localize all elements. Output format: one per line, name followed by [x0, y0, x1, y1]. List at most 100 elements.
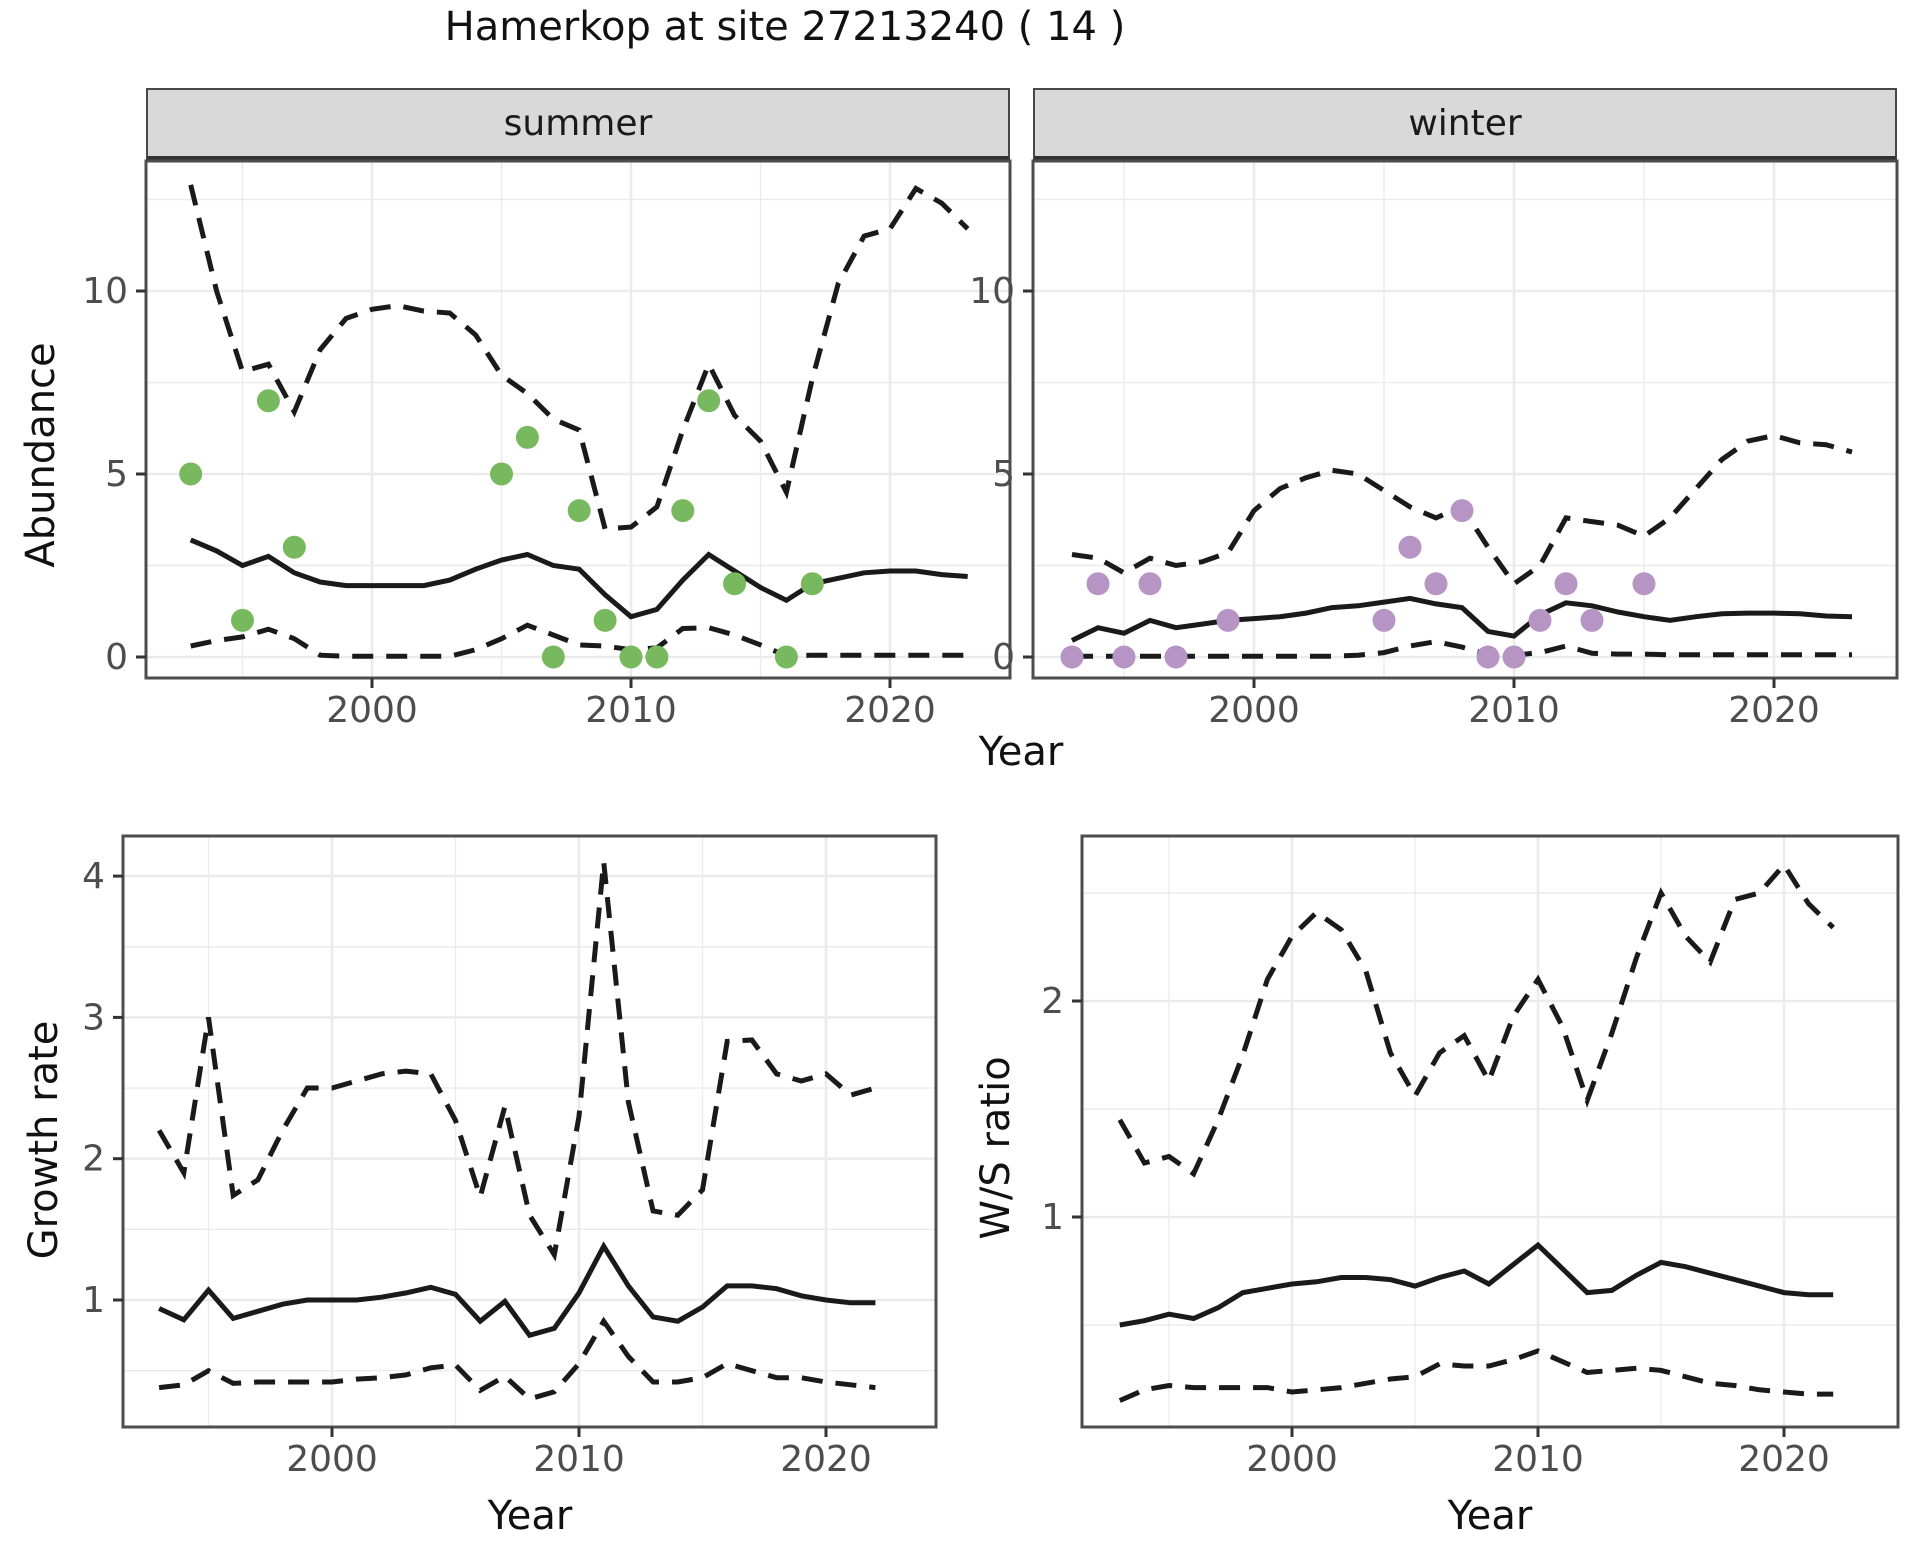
data-point — [723, 572, 747, 596]
series-line-lower_ci — [190, 622, 968, 659]
series-line-lower_ci — [1072, 639, 1852, 659]
facet-strip-summer: summer — [146, 88, 1010, 161]
series-line-median — [158, 1241, 876, 1339]
series-line-median — [1119, 1241, 1834, 1328]
y-tick-label: 1 — [1041, 1197, 1064, 1238]
series-line-upper_ci — [1117, 860, 1835, 1178]
data-point — [1450, 499, 1474, 523]
y-axis-title-growth-rate: Growth rate — [21, 1020, 67, 1260]
axes: 2000 2010 2020 1 2 3 4 — [82, 856, 872, 1480]
facet-strip-label-winter: winter — [1408, 102, 1522, 144]
gridlines — [146, 161, 1010, 678]
y-tick-label: 1 — [82, 1280, 105, 1321]
observed-points — [179, 389, 824, 669]
x-tick-label: 2000 — [1208, 690, 1300, 731]
facet-strip-winter: winter — [1033, 88, 1897, 161]
data-point — [1398, 535, 1422, 559]
data-point — [1060, 645, 1084, 669]
x-tick-label: 2000 — [1246, 1439, 1338, 1480]
data-point — [1580, 608, 1604, 632]
series-line-median — [189, 537, 968, 620]
x-tick-label: 2010 — [1468, 690, 1560, 731]
data-point — [567, 499, 591, 523]
series — [1117, 860, 1835, 1403]
y-tick-label: 0 — [105, 637, 128, 678]
x-axis-title-year-bottom-left: Year — [487, 1493, 573, 1539]
data-point — [1424, 572, 1448, 596]
series-line-upper_ci — [156, 861, 877, 1262]
data-point — [1112, 645, 1136, 669]
data-point — [490, 462, 513, 486]
panel-ws_ratio: 2000 2010 2020 1 2 — [1041, 834, 1900, 1480]
data-point — [697, 389, 721, 413]
y-tick-label: 2 — [1041, 981, 1064, 1022]
gridlines — [1082, 836, 1898, 1427]
data-point — [1554, 572, 1578, 596]
x-tick-label: 2020 — [1738, 1439, 1830, 1480]
data-point — [256, 389, 280, 413]
data-point — [645, 645, 669, 669]
y-tick-label: 5 — [992, 454, 1015, 495]
y-tick-label: 5 — [105, 454, 128, 495]
series — [156, 861, 877, 1402]
data-point — [1502, 645, 1526, 669]
x-tick-label: 2000 — [286, 1439, 378, 1480]
y-tick-label: 10 — [969, 271, 1015, 312]
y-axis-title-abundance: Abundance — [18, 342, 64, 568]
panel-border — [121, 834, 938, 1429]
panel-abundance_summer: 2000 2010 2020 0 5 10 — [82, 159, 1012, 731]
data-point — [231, 608, 254, 632]
data-point — [774, 645, 798, 669]
x-tick-label: 2020 — [780, 1439, 872, 1480]
series — [188, 184, 970, 659]
x-tick-label: 2000 — [326, 690, 418, 731]
data-point — [1476, 645, 1500, 669]
series-line-upper_ci — [188, 184, 970, 532]
series-line-lower_ci — [1118, 1348, 1834, 1403]
y-tick-label: 2 — [82, 1139, 105, 1180]
data-point — [1086, 572, 1110, 596]
gridlines — [1033, 161, 1897, 678]
data-point — [282, 535, 306, 559]
series — [1070, 433, 1853, 659]
panel-growth_rate: 2000 2010 2020 1 2 3 4 — [82, 834, 938, 1480]
series-line-median — [1070, 595, 1853, 643]
data-point — [671, 499, 695, 523]
data-point — [1528, 608, 1552, 632]
gridlines — [123, 836, 936, 1427]
data-point — [1138, 572, 1162, 596]
data-point — [515, 425, 539, 449]
panel-border — [1031, 159, 1899, 680]
axes: 2000 2010 2020 1 2 — [1041, 981, 1830, 1480]
x-axis-title-year-bottom-right: Year — [1447, 1493, 1533, 1539]
y-tick-label: 10 — [82, 271, 128, 312]
panel-border — [1080, 834, 1900, 1429]
series-line-lower_ci — [158, 1316, 876, 1402]
axes: 2000 2010 2020 0 5 10 — [969, 271, 1820, 731]
data-point — [800, 572, 824, 596]
data-point — [619, 645, 643, 669]
y-tick-label: 3 — [82, 997, 105, 1038]
x-tick-label: 2020 — [844, 690, 936, 731]
data-point — [1372, 608, 1396, 632]
y-tick-label: 0 — [992, 637, 1015, 678]
observed-points — [1060, 499, 1656, 669]
x-tick-label: 2010 — [585, 690, 677, 731]
data-point — [1164, 645, 1188, 669]
y-axis-title-ws-ratio: W/S ratio — [973, 1056, 1019, 1240]
data-point — [1216, 608, 1240, 632]
data-point — [593, 608, 617, 632]
x-tick-label: 2010 — [1492, 1439, 1584, 1480]
x-axis-title-year-top: Year — [978, 729, 1064, 775]
plot-title: Hamerkop at site 27213240 ( 14 ) — [444, 4, 1126, 50]
panel-abundance_winter: 2000 2010 2020 0 5 10 — [969, 159, 1899, 731]
data-point — [179, 462, 203, 486]
x-tick-label: 2010 — [533, 1439, 625, 1480]
axes: 2000 2010 2020 0 5 10 — [82, 271, 936, 731]
x-tick-label: 2020 — [1728, 690, 1820, 731]
facet-strip-label-summer: summer — [503, 102, 653, 144]
y-tick-label: 4 — [82, 856, 105, 897]
panel-border — [144, 159, 1012, 680]
